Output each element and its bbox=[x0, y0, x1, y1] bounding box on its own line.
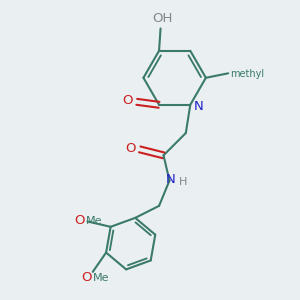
Text: O: O bbox=[122, 94, 132, 107]
Text: H: H bbox=[179, 177, 188, 187]
Text: Me: Me bbox=[85, 216, 102, 226]
Text: O: O bbox=[75, 214, 85, 227]
Text: N: N bbox=[166, 173, 176, 186]
Text: OH: OH bbox=[152, 12, 172, 25]
Text: Me: Me bbox=[92, 273, 109, 283]
Text: N: N bbox=[194, 100, 204, 113]
Text: O: O bbox=[125, 142, 135, 155]
Text: methyl: methyl bbox=[230, 69, 264, 79]
Text: O: O bbox=[82, 271, 92, 284]
